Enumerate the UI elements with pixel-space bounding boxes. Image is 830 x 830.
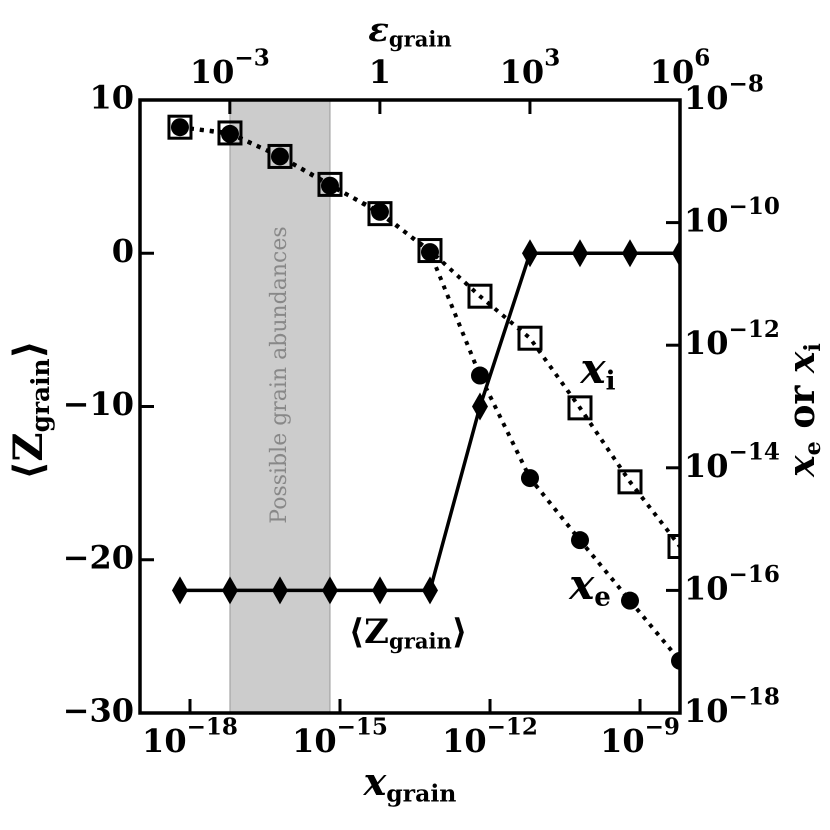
- label-text: or: [781, 373, 823, 441]
- x2-tick-label: 1: [369, 53, 391, 91]
- y-axis-label: ⟨Zgrain⟩: [5, 340, 55, 480]
- band-label: Possible grain abundances: [267, 226, 292, 523]
- diamond-marker: [521, 239, 538, 268]
- series-line: [179, 125, 681, 548]
- square-marker: [517, 325, 543, 351]
- x-tick-label: 10−9: [600, 714, 680, 760]
- shaded-band: [229, 99, 331, 714]
- diamond-marker: [471, 392, 488, 421]
- label-text: x: [363, 759, 388, 804]
- y2-tick-label: 10−10: [684, 193, 780, 239]
- y2-tick-label: 10−8: [684, 71, 764, 117]
- y-tick-label: −10: [63, 385, 134, 423]
- y2-tick-label: 10−18: [684, 684, 780, 730]
- y-tick-label: −30: [63, 692, 134, 730]
- y2-tick-label: 10−16: [684, 561, 780, 607]
- subscript: grain: [386, 779, 456, 807]
- circle-marker: [520, 469, 539, 488]
- y-tick-label: 0: [112, 232, 134, 270]
- label-text: ⟩: [5, 340, 52, 358]
- square-marker: [167, 114, 193, 140]
- square-marker: [367, 201, 393, 227]
- square-marker: [417, 238, 443, 264]
- subscript: grain: [26, 358, 55, 432]
- annotation: xe: [568, 560, 611, 613]
- y-tick-label: 10: [89, 79, 134, 117]
- diamond-marker: [621, 239, 638, 268]
- x2-axis-label: εgrain: [368, 10, 452, 51]
- y2-tick-label: 10−14: [684, 438, 780, 484]
- x2-tick-label: 10−3: [190, 45, 270, 91]
- subscript: grain: [389, 26, 452, 51]
- x-tick-label: 10−18: [142, 714, 238, 760]
- subscript: i: [606, 367, 616, 397]
- label-text: ⟨Z: [5, 432, 52, 479]
- circle-marker: [620, 591, 639, 610]
- plot-frame: [138, 98, 682, 715]
- subscript: e: [594, 583, 611, 613]
- circle-marker: [470, 366, 489, 385]
- diamond-marker: [371, 576, 388, 605]
- x-tick-label: 10−15: [292, 714, 388, 760]
- circle-marker: [270, 147, 289, 166]
- circle-marker: [370, 202, 389, 221]
- square-marker: [617, 469, 643, 495]
- label-text: x: [781, 351, 823, 374]
- y2-axis-label: xe or xi: [781, 343, 826, 478]
- y-tick-label: −20: [63, 538, 134, 576]
- circle-marker: [570, 531, 589, 550]
- label-text: x: [781, 455, 823, 478]
- diamond-marker: [421, 576, 438, 605]
- plot: [167, 114, 681, 670]
- square-marker: [267, 143, 293, 169]
- x2-tick-label: 103: [500, 45, 561, 91]
- square-marker: [317, 171, 343, 197]
- x-axis-label: xgrain: [363, 759, 457, 808]
- diamond-marker: [321, 576, 338, 605]
- diamond-marker: [171, 576, 188, 605]
- subscript: grain: [389, 628, 452, 653]
- diamond-marker: [221, 576, 238, 605]
- label-text: ⟨Z: [349, 612, 389, 652]
- label-text: x: [580, 344, 607, 393]
- diamond-marker: [571, 239, 588, 268]
- subscript: i: [800, 343, 826, 351]
- square-marker: [217, 120, 243, 146]
- square-marker: [467, 283, 493, 309]
- annotation: ⟨Zgrain⟩: [349, 612, 468, 653]
- diamond-marker: [271, 576, 288, 605]
- y2-tick-label: 10−12: [684, 316, 780, 362]
- x-tick-label: 10−12: [442, 714, 538, 760]
- label-text: ε: [368, 10, 389, 50]
- annotation: xi: [580, 344, 616, 397]
- x2-tick-label: 106: [650, 45, 711, 91]
- label-text: ⟩: [452, 612, 468, 652]
- label-text: x: [568, 560, 595, 609]
- square-marker: [567, 395, 593, 421]
- subscript: e: [800, 441, 826, 455]
